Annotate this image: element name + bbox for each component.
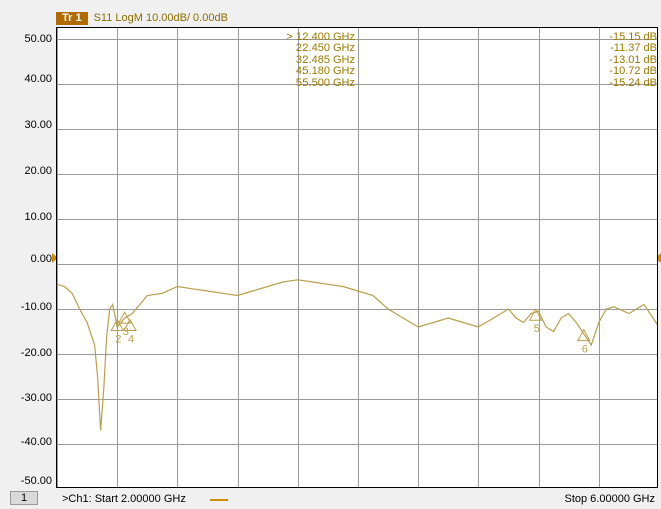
y-tick-label: -50.00: [20, 475, 52, 487]
marker-id: 4:: [295, 65, 305, 78]
marker-triangle-icon[interactable]: [117, 311, 132, 324]
marker-label: 6: [582, 344, 588, 356]
marker-frequency: 5.180 GHz: [302, 65, 355, 78]
y-tick-label: 50.00: [24, 33, 52, 45]
marker-label: 5: [534, 323, 540, 335]
trace-badge[interactable]: Tr 1: [56, 11, 88, 25]
y-tick-label: 30.00: [24, 119, 52, 131]
channel-button[interactable]: 1: [10, 491, 38, 505]
marker-id: 3:: [295, 53, 305, 66]
start-frequency[interactable]: >Ch1: Start 2.00000 GHz: [62, 493, 186, 505]
y-tick-label: 0.00: [30, 253, 52, 265]
marker-frequency: 2.450 GHz: [302, 42, 355, 55]
marker-value: -13.01 dB: [609, 53, 657, 66]
reference-level-arrow-icon: [655, 253, 661, 263]
trace-color-swatch: [210, 499, 228, 501]
marker-frequency: 5.500 GHz: [302, 76, 355, 89]
marker-value: -15.15 dB: [609, 31, 657, 43]
trace-title[interactable]: Tr 1 S11 LogM 10.00dB/ 0.00dB: [56, 10, 228, 26]
y-tick-label: -30.00: [20, 392, 52, 404]
marker-id: 5:: [295, 76, 305, 89]
y-tick-label: 20.00: [24, 165, 52, 177]
marker-frequency: 2.400 GHz: [302, 31, 355, 43]
marker-label: 2: [115, 334, 121, 346]
marker-label: 3: [123, 326, 129, 338]
y-tick-label: 40.00: [24, 73, 52, 85]
marker-id: 2:: [295, 42, 305, 55]
marker-label: 4: [128, 334, 134, 346]
y-tick-label: -20.00: [20, 347, 52, 359]
status-bar: 1 >Ch1: Start 2.00000 GHz Stop 6.00000 G…: [0, 489, 661, 509]
marker-value: -11.37 dB: [610, 42, 657, 55]
marker-id: > 1:: [286, 31, 305, 43]
y-tick-label: 10.00: [24, 211, 52, 223]
marker-triangle-icon[interactable]: [528, 308, 543, 321]
marker-value: -10.72 dB: [609, 65, 657, 78]
marker-triangle-icon[interactable]: [110, 318, 125, 331]
series-line: [57, 279, 657, 431]
reference-level-arrow-icon: [52, 253, 58, 263]
stop-frequency[interactable]: Stop 6.00000 GHz: [564, 493, 655, 505]
marker-triangle-icon[interactable]: [123, 318, 137, 332]
marker-triangle-icon[interactable]: [576, 328, 591, 342]
y-tick-label: -40.00: [20, 436, 52, 448]
trace-description: S11 LogM 10.00dB/ 0.00dB: [93, 12, 228, 24]
y-tick-label: -10.00: [20, 301, 52, 313]
marker-frequency: 2.485 GHz: [302, 53, 355, 66]
s11-plot: 234 5 6: [57, 28, 657, 487]
marker-value: -15.24 dB: [609, 76, 657, 89]
